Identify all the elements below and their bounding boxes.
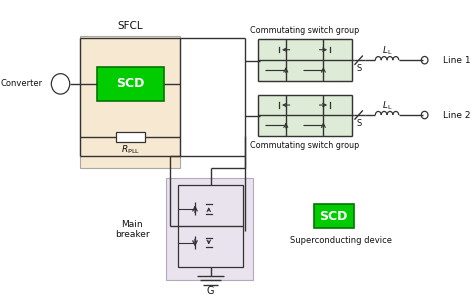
- Text: Commutating switch group: Commutating switch group: [250, 141, 359, 150]
- FancyBboxPatch shape: [257, 94, 352, 136]
- FancyBboxPatch shape: [314, 204, 354, 228]
- Text: $L_\mathrm{L}$: $L_\mathrm{L}$: [382, 45, 392, 57]
- Text: $L_\mathrm{L}$: $L_\mathrm{L}$: [382, 99, 392, 112]
- Text: SFCL: SFCL: [118, 21, 143, 31]
- Text: Commutating switch group: Commutating switch group: [250, 26, 359, 35]
- Text: G: G: [207, 286, 214, 296]
- Text: Main
breaker: Main breaker: [115, 220, 150, 239]
- FancyBboxPatch shape: [166, 178, 254, 280]
- Text: S: S: [356, 64, 362, 73]
- Text: Converter: Converter: [0, 79, 43, 89]
- Text: SCD: SCD: [116, 78, 145, 90]
- Text: Line 2: Line 2: [443, 110, 471, 119]
- Text: Superconducting device: Superconducting device: [290, 236, 392, 244]
- FancyBboxPatch shape: [97, 67, 164, 101]
- Text: Line 1: Line 1: [443, 56, 471, 65]
- FancyBboxPatch shape: [80, 36, 181, 168]
- Text: SCD: SCD: [319, 210, 348, 223]
- Bar: [116, 132, 145, 143]
- Text: $R_\mathrm{PLL}$: $R_\mathrm{PLL}$: [121, 143, 140, 156]
- FancyBboxPatch shape: [257, 39, 352, 81]
- Text: S: S: [356, 119, 362, 128]
